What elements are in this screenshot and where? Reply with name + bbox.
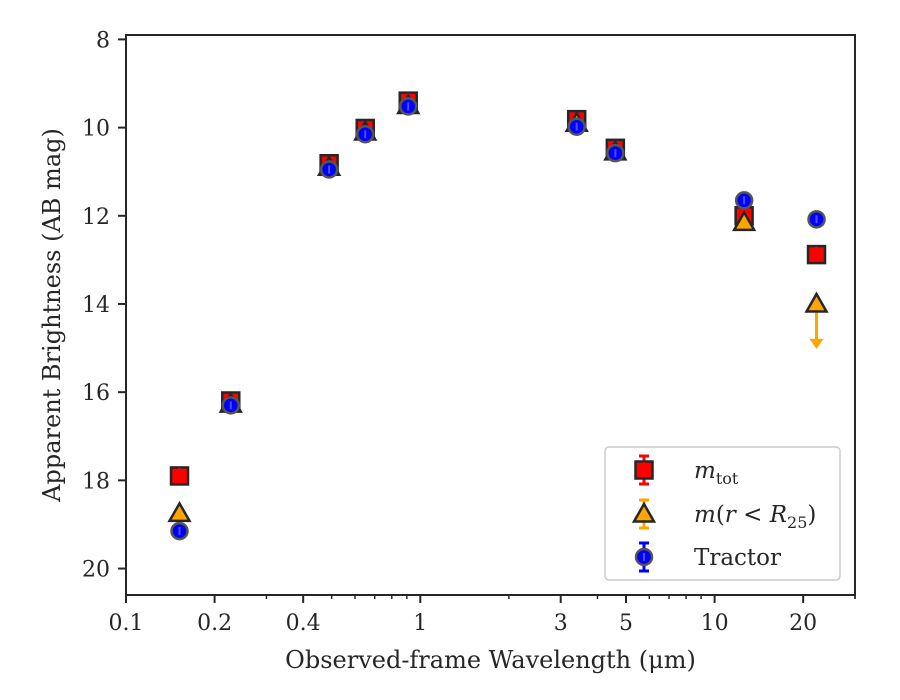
legend-marker-square — [634, 460, 654, 480]
data-point-square — [169, 466, 190, 486]
data-point-circle — [606, 143, 625, 163]
x-tick-label: 0.2 — [197, 611, 232, 636]
data-point-circle — [355, 124, 375, 144]
plot-area — [167, 91, 829, 541]
legend-marker-circle — [634, 547, 654, 567]
x-axis-title: Observed-frame Wavelength (μm) — [285, 646, 696, 674]
data-point-circle — [319, 160, 339, 179]
y-tick-label: 10 — [82, 117, 110, 142]
data-point-triangle — [167, 500, 192, 523]
x-tick-label: 20 — [789, 611, 817, 636]
data-point-circle — [221, 396, 241, 415]
legend: mtot m(r < R25) Tractor — [604, 446, 841, 581]
data-point-circle — [567, 117, 586, 136]
legend-marker-triangle — [631, 501, 657, 523]
legend-label: mtot — [694, 458, 739, 488]
x-tick-label: 0.4 — [286, 611, 321, 636]
plot-frame — [125, 34, 856, 596]
y-axis-title: Apparent Brightness (AB mag) — [38, 128, 66, 503]
y-tick-label: 14 — [82, 293, 110, 318]
series-circle — [170, 97, 826, 541]
legend-box — [604, 446, 841, 581]
data-point-triangle — [731, 209, 757, 232]
x-tick-label: 0.1 — [109, 611, 144, 636]
x-tick-label: 5 — [619, 611, 633, 636]
legend-label: m(r < R25) — [694, 502, 816, 532]
data-point-circle — [170, 521, 189, 541]
y-tick-label: 20 — [82, 558, 110, 583]
y-tick-label: 12 — [82, 205, 110, 230]
data-point-triangle — [804, 291, 829, 313]
x-tick-label: 10 — [701, 611, 729, 636]
y-tick-label: 18 — [82, 469, 110, 494]
upper-limit-arrowhead — [809, 338, 824, 349]
y-tick-label: 8 — [96, 28, 110, 53]
data-point-circle — [734, 191, 754, 210]
y-tick-label: 16 — [82, 381, 110, 406]
data-point-square — [806, 244, 827, 265]
x-tick-label: 3 — [554, 611, 568, 636]
y-axis: 8 10 12 14 16 18 20 — [82, 28, 126, 583]
x-axis: 0.1 0.2 0.4 1 3 5 10 20 — [109, 595, 856, 636]
x-tick-label: 1 — [413, 611, 427, 636]
data-point-circle — [398, 97, 418, 116]
legend-label: Tractor — [694, 545, 781, 571]
data-point-circle — [807, 210, 826, 229]
